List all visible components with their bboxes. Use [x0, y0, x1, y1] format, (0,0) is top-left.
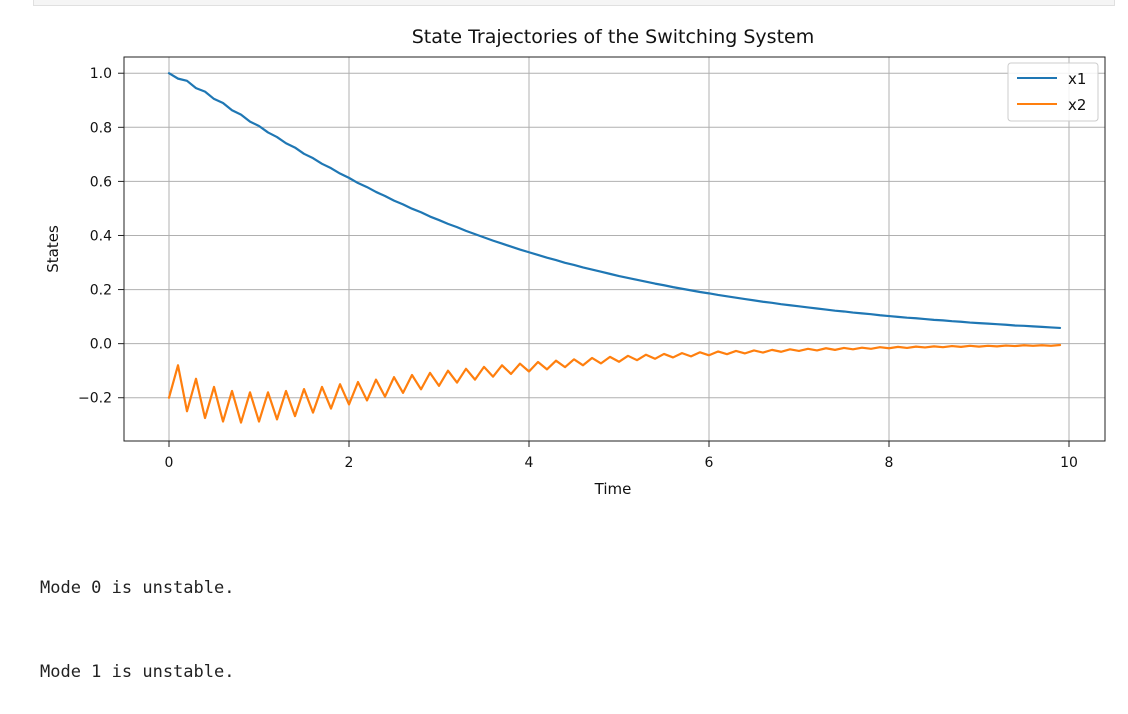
y-axis-ticks: −0.2 0.0 0.2 0.4 0.6 0.8 1.0 [78, 66, 124, 407]
x-tick-label: 4 [525, 455, 534, 471]
x-axis-label: Time [594, 480, 632, 498]
x-tick-label: 10 [1060, 455, 1078, 471]
y-tick-label: 1.0 [90, 66, 112, 82]
x-tick-label: 0 [165, 455, 174, 471]
y-tick-label: 0.4 [90, 228, 112, 244]
console-output: Mode 0 is unstable. Mode 1 is unstable. [40, 518, 234, 714]
y-axis-label: States [44, 225, 62, 273]
legend-label-x2: x2 [1068, 96, 1086, 114]
series-layer [167, 72, 1062, 424]
console-line: Mode 0 is unstable. [40, 578, 235, 598]
series-line-x2 [167, 343, 1062, 424]
y-tick-label: 0.8 [90, 120, 112, 136]
y-tick-label: 0.2 [90, 283, 112, 299]
grid-lines [124, 57, 1105, 441]
console-line: Mode 1 is unstable. [40, 662, 235, 682]
state-trajectory-chart: State Trajectories of the Switching Syst… [44, 26, 1106, 498]
y-tick-label: 0.6 [90, 174, 112, 190]
previous-output-cell-edge [33, 0, 1115, 6]
y-tick-label: −0.2 [78, 391, 112, 407]
legend: x1 x2 [1007, 62, 1099, 122]
x-tick-label: 2 [345, 455, 354, 471]
x-tick-label: 6 [705, 455, 714, 471]
series-line-x1 [167, 72, 1062, 330]
chart-title: State Trajectories of the Switching Syst… [412, 26, 814, 48]
legend-label-x1: x1 [1068, 70, 1086, 88]
y-tick-label: 0.0 [90, 337, 112, 353]
x-axis-ticks: 0 2 4 6 8 10 [165, 441, 1078, 471]
x-tick-label: 8 [885, 455, 894, 471]
plot-frame [123, 56, 1106, 442]
